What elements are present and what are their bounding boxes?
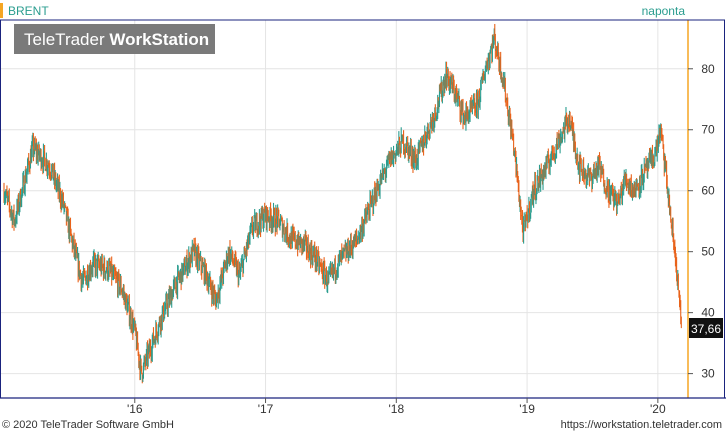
copyright-text: © 2020 TeleTrader Software GmbH — [2, 419, 174, 431]
watermark-box — [14, 24, 215, 54]
y-tick-label: 40 — [701, 306, 715, 320]
last-price-tag — [689, 318, 723, 338]
x-axis: '16 '17 '18 '19 '20 — [127, 398, 666, 416]
source-url[interactable]: https://workstation.teletrader.com — [560, 419, 722, 431]
x-tick-label: '16 — [127, 402, 143, 416]
x-tick-label: '17 — [258, 402, 274, 416]
y-tick-label: 30 — [701, 367, 715, 381]
period-label: naponta — [642, 4, 686, 18]
candle-series — [3, 23, 682, 384]
y-tick-label: 70 — [701, 123, 715, 137]
x-tick-label: '20 — [650, 402, 666, 416]
x-tick-label: '18 — [388, 402, 404, 416]
x-tick-label: '19 — [519, 402, 535, 416]
y-tick-label: 50 — [701, 245, 715, 259]
price-chart: 30 40 50 60 70 80 '16 '17 '18 '19 '20 BRENT napon… — [0, 3, 726, 416]
y-tick-label: 80 — [701, 62, 715, 76]
instrument-label: BRENT — [8, 4, 49, 18]
watermark-text: TeleTrader WorkStation — [24, 30, 209, 49]
y-axis: 30 40 50 60 70 80 — [688, 62, 715, 381]
last-price-value: 37,66 — [691, 322, 721, 336]
instrument-accent-bar — [0, 3, 3, 18]
y-tick-label: 60 — [701, 184, 715, 198]
